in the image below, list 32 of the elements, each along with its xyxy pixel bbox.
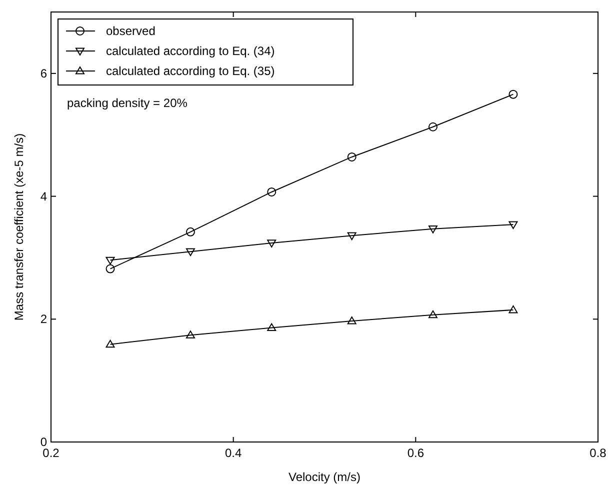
x-axis-title: Velocity (m/s): [288, 470, 361, 484]
legend-label: calculated according to Eq. (34): [106, 44, 275, 58]
point: [106, 264, 115, 274]
point: [267, 187, 276, 196]
point: [106, 340, 115, 348]
y-tick-label: 0: [40, 435, 48, 449]
point: [186, 248, 195, 256]
point: [428, 226, 438, 234]
point: [347, 232, 356, 240]
point: [186, 227, 195, 236]
point: [428, 310, 438, 318]
point: [508, 221, 518, 230]
point: [267, 240, 276, 248]
x-tick-label: 0.6: [407, 446, 424, 460]
x-tick-label: 0.8: [590, 446, 607, 460]
point: [106, 256, 115, 265]
point: [508, 305, 518, 314]
y-tick-label: 2: [40, 312, 48, 326]
point: [267, 323, 276, 332]
point: [428, 122, 438, 132]
y-tick-label: 6: [40, 66, 48, 80]
legend-label: calculated according to Eq. (35): [106, 64, 275, 78]
point: [347, 316, 356, 324]
y-tick-label: 4: [40, 189, 48, 204]
x-tick-label: 0.4: [224, 446, 242, 460]
point: [508, 90, 518, 99]
point: [347, 152, 356, 162]
point: [186, 330, 195, 338]
annotation: packing density = 20%: [67, 96, 188, 110]
legend-label: observed: [106, 24, 156, 38]
y-axis-title: Mass transfer coefficient (xe-5 m/s): [12, 133, 26, 321]
x-tick-label: 0.2: [42, 446, 60, 460]
